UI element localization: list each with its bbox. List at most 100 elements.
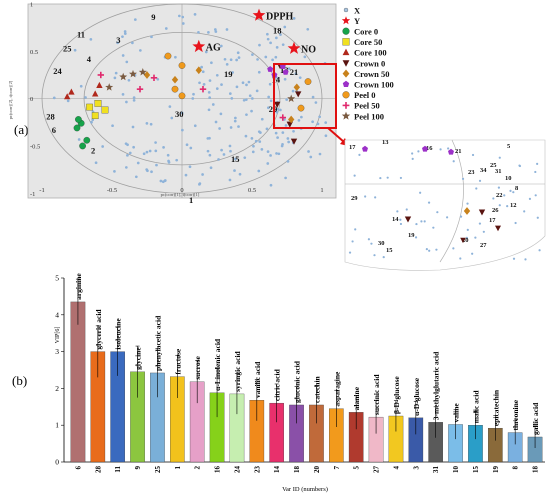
inset-dot <box>492 197 495 200</box>
inset-label: 10 <box>505 175 512 182</box>
panel-b-label: (b) <box>12 373 27 388</box>
x-variable-dot <box>214 30 218 33</box>
inset-marker <box>478 209 486 216</box>
x-variable-dot <box>148 149 152 153</box>
x-variable-dot <box>269 41 272 45</box>
bar-name-label: α-D-glucose <box>412 377 421 416</box>
x-variable-dot <box>257 70 261 74</box>
bar-category-label: 24 <box>233 466 241 474</box>
x-variable-dot <box>207 90 211 94</box>
inset-label: 27 <box>480 242 487 249</box>
x-tick-label: -1 <box>39 187 44 194</box>
x-variable-dot <box>247 80 251 84</box>
bar-name-label: syringic acid <box>233 350 242 391</box>
sample-marker <box>136 85 144 93</box>
inset-label: 14 <box>392 216 399 223</box>
bar-y-tick-label: 2 <box>55 384 59 393</box>
x-variable-dot <box>287 140 290 144</box>
sample-marker <box>293 83 300 92</box>
x-variable-dot <box>219 44 223 48</box>
inset-label: 29 <box>351 195 358 202</box>
bar-category-label: 14 <box>273 466 281 474</box>
inset-label: 13 <box>382 139 389 146</box>
x-variable-dot <box>245 83 248 87</box>
x-variable-dot <box>307 150 310 153</box>
x-variable-dot <box>235 58 238 62</box>
x-variable-dot <box>91 118 95 122</box>
x-variable-dot <box>234 157 237 161</box>
x-variable-dot <box>201 70 205 74</box>
x-variable-dot <box>123 32 127 35</box>
x-variable-dot <box>285 98 289 101</box>
inset-dot <box>498 156 501 159</box>
legend-label: Core 100 <box>354 48 387 58</box>
x-variable-dot <box>52 96 56 100</box>
x-variable-dot <box>220 148 223 152</box>
bar-category-label: 1 <box>174 466 182 470</box>
bar-category-label: 3 <box>412 466 420 470</box>
x-variable-label: 6 <box>52 125 56 135</box>
bar-name-labels: arginine glyceric acid isoleucine glycine ph… <box>74 273 540 435</box>
sample-marker <box>274 101 281 108</box>
y-variable-star <box>192 39 206 53</box>
x-variable-dot <box>154 149 158 153</box>
inset-label: 34 <box>480 167 487 174</box>
x-variable-dot <box>208 153 212 157</box>
inset-dot <box>512 257 516 260</box>
sample-marker <box>178 62 186 69</box>
bar-category-label: 28 <box>94 466 102 474</box>
x-variable-label: 30 <box>175 109 184 119</box>
bar-name-label: isoleucine <box>114 318 123 350</box>
inset-dot <box>518 164 522 168</box>
x-variable-dot <box>111 124 114 128</box>
x-variable-dot <box>225 62 229 66</box>
x-variable-dot <box>114 71 118 75</box>
inset-dot <box>523 210 526 213</box>
bar-y-tick-label: 4 <box>55 310 59 319</box>
legend-label: Y <box>354 16 360 26</box>
inset-dot <box>427 201 431 204</box>
sample-marker <box>295 91 302 98</box>
sample-marker <box>91 112 99 120</box>
x-variable-dot <box>184 173 188 177</box>
x-variable-dot <box>279 108 282 112</box>
bar-name-label: epicatechin <box>491 389 500 426</box>
inset-dot <box>419 191 422 194</box>
x-variable-dot <box>324 134 328 138</box>
bar-category-label: 31 <box>432 466 440 474</box>
y-tick-label: 1 <box>30 2 33 9</box>
x-variable-dot <box>265 127 269 131</box>
inset-dot <box>478 179 482 182</box>
bar-x-axis-title: Var ID (numbers) <box>282 486 328 493</box>
x-variable-dot <box>121 92 125 96</box>
x-variable-dot <box>237 56 241 59</box>
sample-markers <box>64 52 312 150</box>
legend-marker <box>341 16 351 25</box>
sample-marker <box>73 124 81 132</box>
inset-label: 25 <box>490 162 497 169</box>
inset-dot <box>399 176 403 180</box>
inset-dot <box>452 160 455 163</box>
x-variable-dot <box>316 122 320 126</box>
sample-marker <box>279 114 286 121</box>
x-variable-dot <box>252 144 255 148</box>
inset-dot <box>354 228 357 231</box>
inset-dot <box>474 236 477 239</box>
x-variable-dot <box>180 111 184 115</box>
legend-label: Crown 0 <box>354 58 385 68</box>
sample-marker <box>267 66 274 72</box>
bar-category-label: 18 <box>532 466 540 474</box>
inset-dot <box>465 236 468 239</box>
x-variable-dot <box>286 159 290 163</box>
x-variable-dot <box>89 37 93 41</box>
x-variable-dot <box>297 119 301 122</box>
x-variable-dot <box>193 13 197 16</box>
x-variable-dot <box>101 145 105 148</box>
y-variable-label: NO <box>301 44 316 55</box>
x-variable-dot <box>283 77 287 81</box>
x-variable-dot <box>164 27 168 30</box>
legend-marker <box>342 102 350 109</box>
x-variable-dot <box>306 27 310 31</box>
x-variable-dot <box>73 48 77 52</box>
legend-marker <box>342 48 350 56</box>
